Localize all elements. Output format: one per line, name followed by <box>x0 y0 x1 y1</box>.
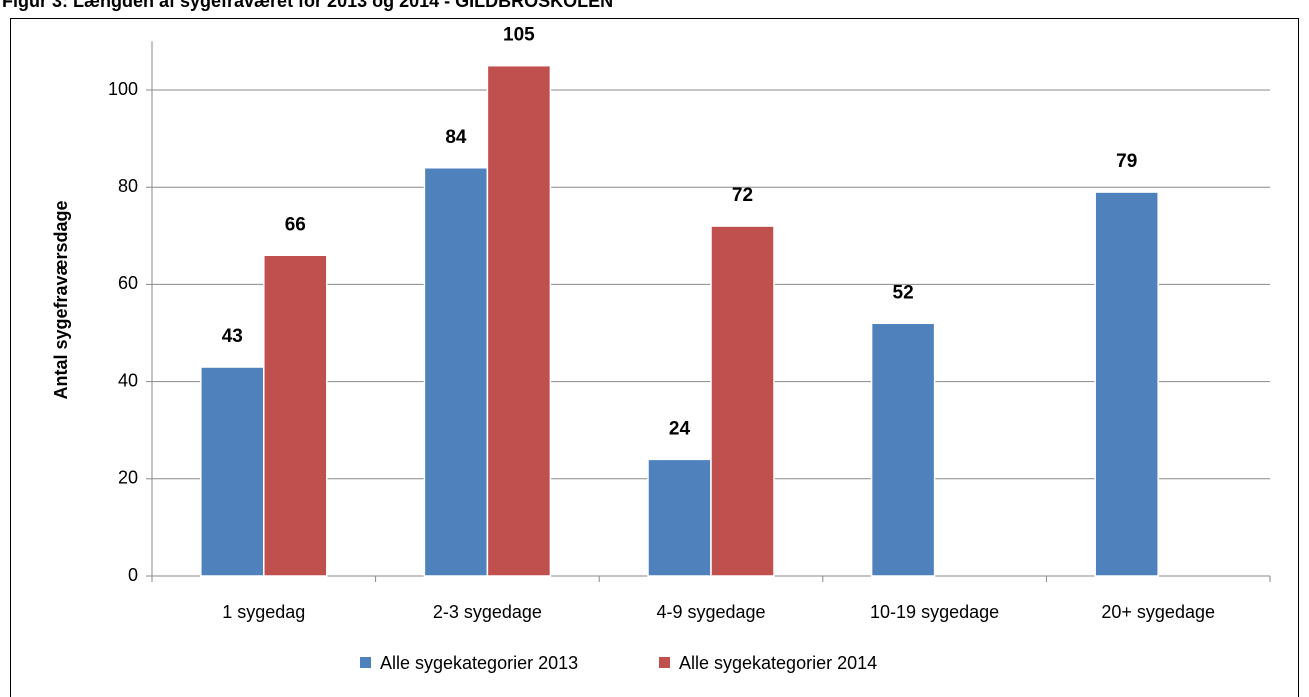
data-label: 24 <box>669 418 691 439</box>
x-tick-label: 20+ sygedage <box>1101 602 1215 622</box>
y-tick-label: 40 <box>118 370 138 390</box>
y-tick-label: 20 <box>118 468 138 488</box>
bar <box>263 254 328 577</box>
bar <box>423 167 489 577</box>
legend-swatch <box>659 657 670 668</box>
x-tick-label: 10-19 sygedage <box>870 602 999 622</box>
legend-swatch <box>360 657 371 668</box>
y-tick-label: 100 <box>108 79 138 99</box>
bar <box>710 225 775 577</box>
x-tick-label: 2-3 sygedage <box>433 602 542 622</box>
y-tick-label: 0 <box>128 565 138 585</box>
data-label: 84 <box>445 127 467 148</box>
data-label: 72 <box>732 185 753 206</box>
data-label: 105 <box>503 25 535 46</box>
y-tick-label: 60 <box>118 273 138 293</box>
bar <box>647 458 712 577</box>
x-tick-label: 1 sygedag <box>222 602 305 622</box>
data-label: 43 <box>222 326 243 347</box>
data-label: 52 <box>893 282 914 303</box>
legend-label: Alle sygekategorier 2013 <box>380 653 578 673</box>
bar <box>486 64 552 577</box>
data-label: 79 <box>1116 151 1137 172</box>
bar <box>1094 191 1159 577</box>
y-tick-label: 80 <box>118 176 138 196</box>
y-axis-label: Antal sygefraværsdage <box>51 200 71 399</box>
legend-label: Alle sygekategorier 2014 <box>679 653 877 673</box>
chart-frame <box>10 18 1299 697</box>
bar <box>870 322 936 577</box>
chart-title: Figur 3: Længden af sygefraværet for 201… <box>2 0 613 11</box>
x-tick-label: 4-9 sygedage <box>656 602 765 622</box>
bar <box>200 366 265 577</box>
data-label: 66 <box>285 214 306 235</box>
